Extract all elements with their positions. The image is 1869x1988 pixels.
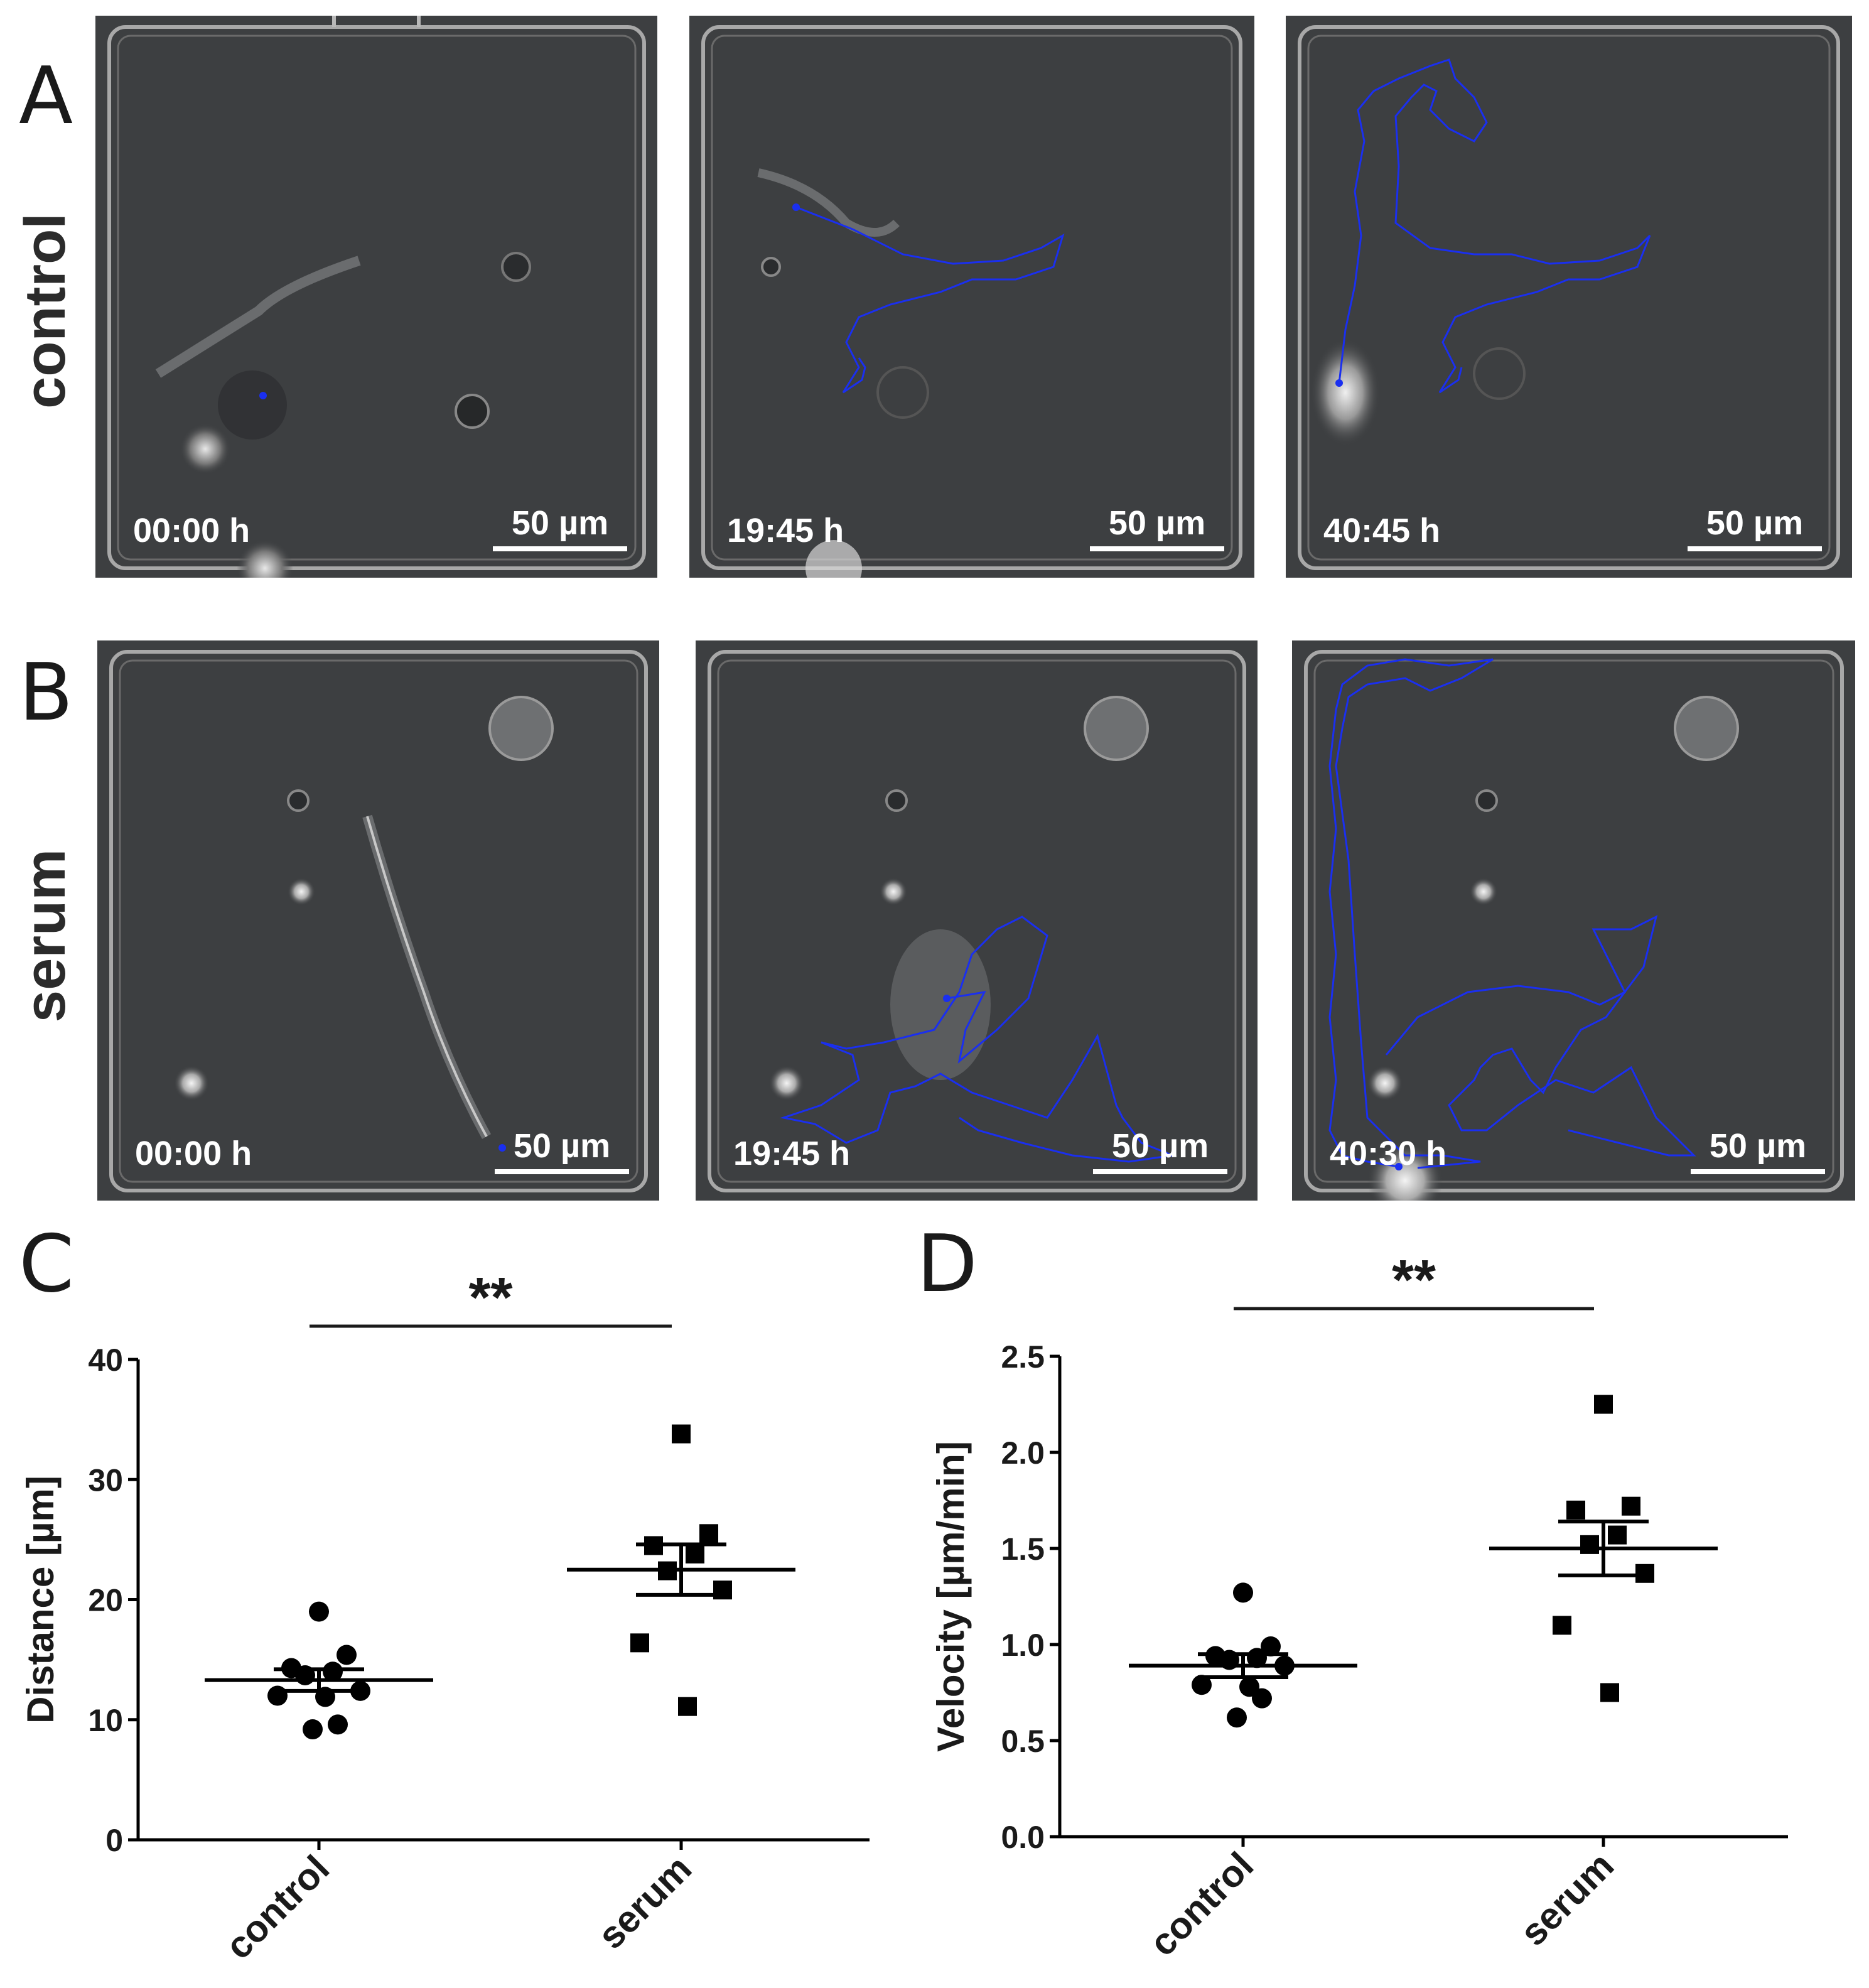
data-point bbox=[1580, 1535, 1599, 1554]
y-axis-label: Velocity [µm/min] bbox=[930, 1441, 972, 1752]
row-label-serum: serum bbox=[13, 848, 77, 1023]
y-tick-label: 20 bbox=[88, 1583, 123, 1618]
data-point bbox=[1594, 1395, 1613, 1414]
data-point bbox=[1553, 1616, 1571, 1635]
significance-marker: ** bbox=[1392, 1256, 1436, 1312]
data-point bbox=[1600, 1683, 1619, 1702]
micrograph-control-0h: 00:00 h 50 µm bbox=[95, 16, 657, 578]
distance-chart: 0 10 20 30 40 Distance [µm] control serum ** bbox=[19, 1267, 870, 1967]
data-point bbox=[1566, 1500, 1585, 1520]
scale-bar-label: 50 µm bbox=[1706, 504, 1804, 542]
data-point bbox=[630, 1633, 649, 1653]
y-tick-label: 1.0 bbox=[1001, 1628, 1045, 1663]
micrograph-serum-19h: 19:45 h 50 µm bbox=[696, 640, 1258, 1201]
y-tick-label: 40 bbox=[88, 1342, 123, 1378]
row-label-control: control bbox=[13, 213, 77, 409]
data-point bbox=[1252, 1688, 1272, 1709]
scale-bar-line bbox=[493, 546, 627, 551]
timestamp: 40:45 h bbox=[1323, 512, 1441, 549]
y-tick-label: 0.0 bbox=[1001, 1820, 1045, 1855]
data-point bbox=[1192, 1675, 1212, 1695]
y-tick-label: 1.5 bbox=[1001, 1532, 1045, 1567]
scale-bar-label: 50 µm bbox=[1111, 1127, 1209, 1165]
data-point bbox=[678, 1697, 697, 1716]
scale-bar: 50 µm bbox=[1090, 506, 1224, 551]
timestamp: 19:45 h bbox=[727, 512, 844, 549]
data-point bbox=[1622, 1496, 1640, 1516]
scale-bar-line bbox=[1688, 546, 1822, 551]
scale-bar-line bbox=[1090, 546, 1224, 551]
velocity-chart: 0.0 0.5 1.0 1.5 2.0 2.5 Velocity [µm/min] contr… bbox=[930, 1256, 1788, 1964]
scale-bar: 50 µm bbox=[493, 506, 627, 551]
scale-bar-label: 50 µm bbox=[513, 1127, 611, 1165]
data-point bbox=[323, 1661, 343, 1682]
data-point bbox=[303, 1719, 323, 1740]
scale-bar-label: 50 µm bbox=[1108, 504, 1206, 542]
scale-bar-label: 50 µm bbox=[1709, 1127, 1807, 1165]
data-point bbox=[337, 1645, 357, 1665]
x-tick-label-serum: serum bbox=[590, 1847, 699, 1957]
scale-bar-label: 50 µm bbox=[511, 504, 609, 542]
scale-bar-line bbox=[1691, 1169, 1825, 1174]
scale-bar-line bbox=[495, 1169, 629, 1174]
timestamp: 40:30 h bbox=[1330, 1135, 1447, 1172]
data-point bbox=[328, 1714, 348, 1735]
x-tick-label-control: control bbox=[1141, 1844, 1261, 1964]
y-tick-label: 0 bbox=[105, 1823, 123, 1858]
data-point bbox=[1227, 1707, 1247, 1728]
y-axis-label: Distance [µm] bbox=[19, 1476, 62, 1724]
micrograph-serum-40h: 40:30 h 50 µm bbox=[1292, 640, 1855, 1201]
data-point bbox=[686, 1544, 704, 1564]
panel-label-b: B bbox=[19, 646, 73, 738]
scale-bar: 50 µm bbox=[1691, 1129, 1825, 1174]
y-tick-label: 10 bbox=[88, 1703, 123, 1738]
panel-label-c: C bbox=[19, 1218, 74, 1310]
data-point bbox=[672, 1424, 691, 1444]
y-tick-label: 30 bbox=[88, 1462, 123, 1498]
data-point bbox=[1261, 1636, 1281, 1657]
micrograph-serum-0h: 00:00 h 50 µm bbox=[97, 640, 659, 1201]
scale-bar-line bbox=[1093, 1169, 1227, 1174]
data-point bbox=[1233, 1582, 1253, 1603]
data-point bbox=[1635, 1564, 1654, 1583]
y-tick-label: 2.0 bbox=[1001, 1435, 1045, 1471]
timestamp: 00:00 h bbox=[135, 1135, 252, 1172]
significance-marker: ** bbox=[468, 1267, 512, 1329]
scale-bar: 50 µm bbox=[495, 1129, 629, 1174]
panel-label-d: D bbox=[917, 1218, 978, 1310]
data-point bbox=[1608, 1525, 1627, 1545]
y-tick-label: 2.5 bbox=[1001, 1339, 1045, 1375]
x-tick-label-control: control bbox=[217, 1847, 337, 1967]
timestamp: 00:00 h bbox=[133, 512, 250, 549]
y-tick-label: 0.5 bbox=[1001, 1724, 1045, 1759]
data-point bbox=[309, 1601, 329, 1622]
scale-bar: 50 µm bbox=[1093, 1129, 1227, 1174]
timestamp: 19:45 h bbox=[733, 1135, 851, 1172]
data-point bbox=[267, 1685, 288, 1706]
micrograph-control-40h: 40:45 h 50 µm bbox=[1286, 16, 1852, 578]
micrograph-control-19h: 19:45 h 50 µm bbox=[689, 16, 1254, 578]
scale-bar: 50 µm bbox=[1688, 506, 1822, 551]
panel-label-a: A bbox=[19, 50, 73, 142]
data-point bbox=[699, 1524, 718, 1543]
x-tick-label-serum: serum bbox=[1512, 1844, 1622, 1954]
